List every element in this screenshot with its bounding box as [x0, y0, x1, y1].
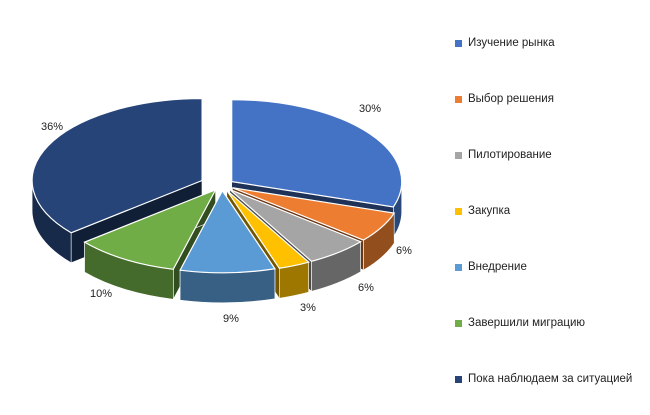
pie-tops [31, 97, 403, 274]
slice-label-2: 6% [358, 282, 374, 294]
pie-slice-4 [179, 189, 276, 274]
legend-item: Выбор решения [455, 90, 632, 108]
legend-swatch [455, 375, 462, 383]
legend-swatch [455, 39, 462, 47]
legend-label: Завершили миграцию [468, 317, 586, 329]
legend-swatch [455, 319, 462, 327]
legend-item: Закупка [455, 202, 632, 220]
legend: Изучение рынка Выбор решения Пилотирование… [455, 34, 632, 388]
pie-slice-6 [31, 97, 203, 234]
legend-swatch [455, 151, 462, 159]
legend-swatch [455, 95, 462, 103]
legend-item: Изучение рынка [455, 34, 632, 52]
legend-item: Завершили миграцию [455, 314, 632, 332]
pie-slice-3 [226, 189, 310, 269]
legend-label: Закупка [468, 205, 511, 217]
pie-slice-1 [232, 187, 396, 241]
legend-label: Изучение рынка [468, 37, 555, 49]
pie-labels: 30% 6% 6% 3% 9% 10% 36% [41, 103, 412, 325]
legend-swatch [455, 207, 462, 215]
legend-label: Пока наблюдаем за ситуацией [468, 373, 633, 385]
legend-label: Пилотирование [468, 149, 552, 161]
slice-label-1: 6% [396, 245, 412, 257]
slice-label-5: 10% [90, 288, 112, 300]
pie-slice-2 [229, 188, 363, 262]
legend-item: Внедрение [455, 258, 632, 276]
slice-label-6: 36% [41, 121, 63, 133]
legend-swatch [455, 263, 462, 271]
slice-label-4: 9% [223, 313, 239, 325]
pie-slice-5 [83, 188, 217, 270]
legend-item: Пилотирование [455, 146, 632, 164]
legend-item: Пока наблюдаем за ситуацией [455, 370, 632, 388]
pie-slice-0 [231, 99, 403, 208]
legend-label: Выбор решения [468, 93, 554, 105]
slice-label-0: 30% [359, 103, 381, 115]
slice-label-3: 3% [300, 302, 316, 314]
pie-chart: 30% 6% 6% 3% 9% 10% 36% [31, 97, 412, 325]
legend-label: Внедрение [468, 261, 527, 273]
